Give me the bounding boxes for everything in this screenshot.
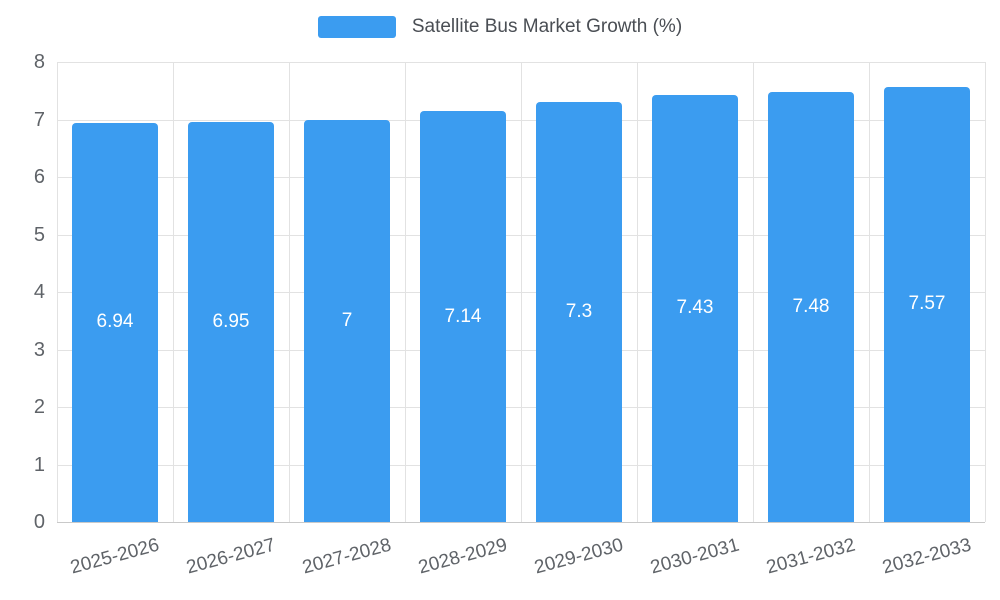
gridline-horizontal xyxy=(57,522,985,523)
plot-area: 6.94 6.95 7 7.14 7.3 7.43 7.48 7.57 xyxy=(57,62,986,523)
y-tick-label: 4 xyxy=(33,281,45,303)
bar-value-label: 7 xyxy=(341,309,353,331)
x-tick-label: 2029-2030 xyxy=(532,534,626,579)
y-tick-label: 3 xyxy=(33,338,45,361)
chart-title: Satellite Bus Market Growth (%) xyxy=(411,16,683,37)
chart-legend[interactable]: Satellite Bus Market Growth (%) xyxy=(0,16,1000,38)
bar-value-label: 7.14 xyxy=(444,305,482,327)
bar[interactable]: 7.48 xyxy=(768,91,854,522)
bar[interactable]: 7 xyxy=(304,119,390,522)
x-tick-label: 2028-2029 xyxy=(416,534,510,579)
gridline-vertical xyxy=(405,62,406,522)
bar-value-label: 6.95 xyxy=(212,311,250,333)
bar-value-label: 7.43 xyxy=(676,297,714,319)
gridline-vertical xyxy=(57,62,58,522)
bar[interactable]: 7.14 xyxy=(420,111,506,522)
gridline-vertical xyxy=(869,62,870,522)
y-tick-label: 0 xyxy=(33,511,45,533)
y-tick-label: 5 xyxy=(33,223,45,246)
y-tick-label: 1 xyxy=(33,453,45,476)
y-tick-label: 6 xyxy=(33,166,45,188)
gridline-vertical xyxy=(173,62,174,522)
bar-value-label: 7.57 xyxy=(908,293,946,315)
x-tick-label: 2032-2033 xyxy=(880,534,974,579)
gridline-vertical xyxy=(289,62,290,522)
x-tick-label: 2026-2027 xyxy=(184,534,278,579)
gridline-vertical xyxy=(985,62,986,522)
x-tick-label: 2030-2031 xyxy=(648,534,742,579)
bar[interactable]: 7.57 xyxy=(884,86,970,522)
legend-swatch xyxy=(317,16,396,38)
x-tick-label: 2027-2028 xyxy=(300,534,394,579)
bar[interactable]: 6.94 xyxy=(72,122,158,522)
bar[interactable]: 6.95 xyxy=(188,122,274,522)
bar-value-label: 7.3 xyxy=(565,301,593,323)
gridline-vertical xyxy=(521,62,522,522)
bar-value-label: 7.48 xyxy=(792,295,830,317)
y-tick-label: 2 xyxy=(33,396,45,418)
y-tick-label: 8 xyxy=(33,51,45,73)
bar[interactable]: 7.43 xyxy=(652,94,738,522)
bar-value-label: 6.94 xyxy=(96,311,134,333)
x-tick-label: 2031-2032 xyxy=(764,534,858,579)
gridline-vertical xyxy=(753,62,754,522)
gridline-vertical xyxy=(637,62,638,522)
y-tick-label: 7 xyxy=(33,108,45,131)
x-tick-label: 2025-2026 xyxy=(68,534,162,579)
bar[interactable]: 7.3 xyxy=(536,102,622,522)
